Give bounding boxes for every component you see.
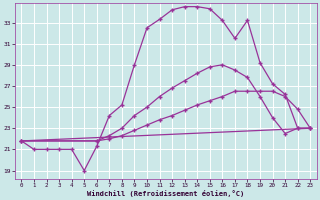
X-axis label: Windchill (Refroidissement éolien,°C): Windchill (Refroidissement éolien,°C) xyxy=(87,190,244,197)
